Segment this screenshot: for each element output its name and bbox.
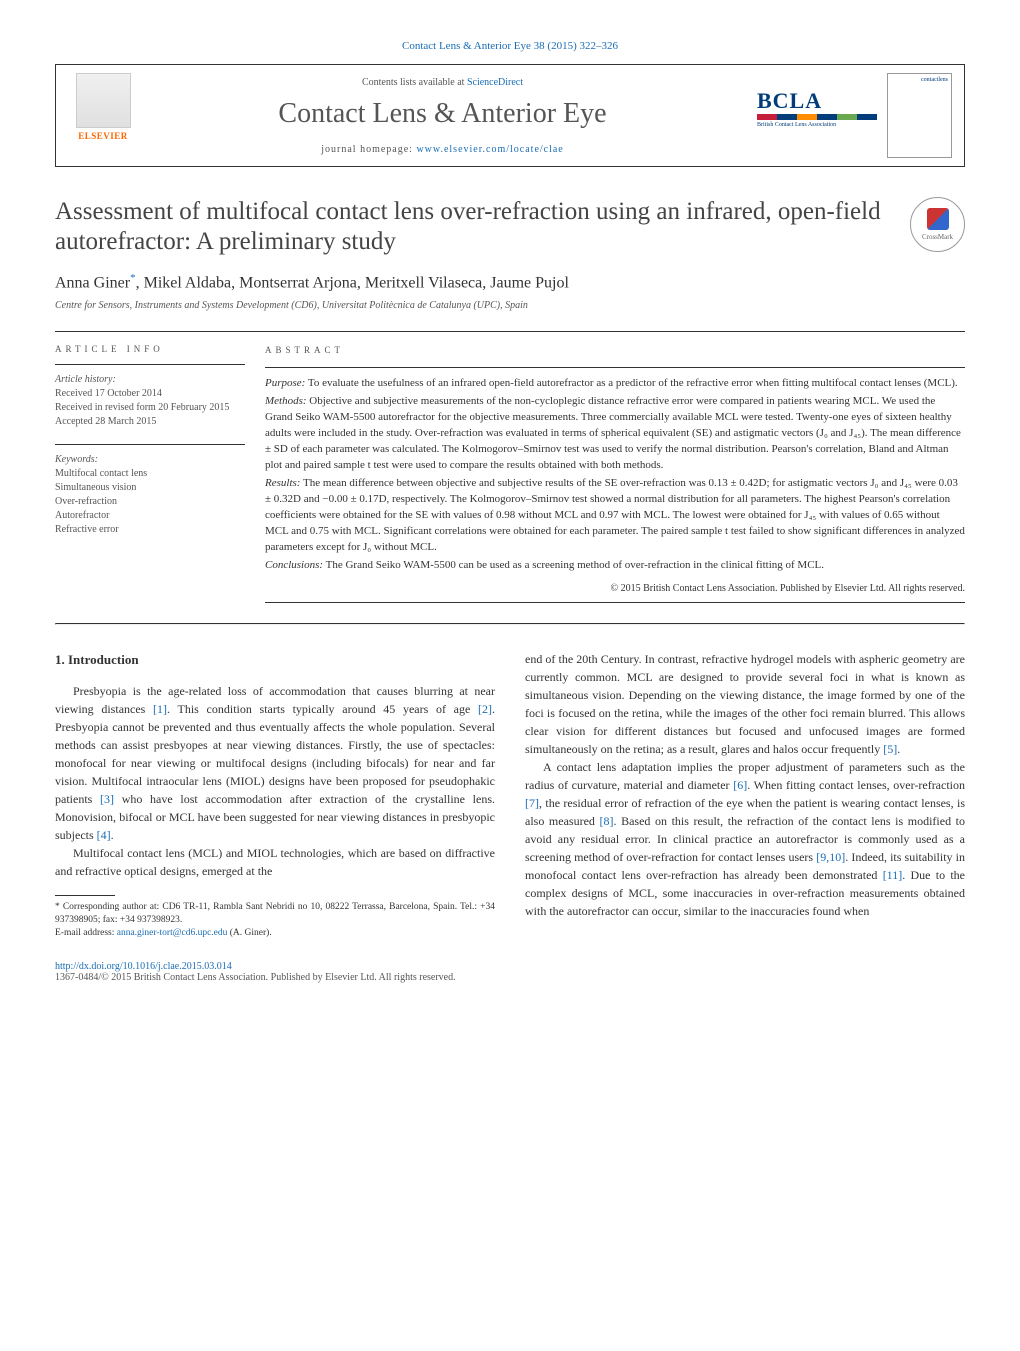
- left-column: 1. Introduction Presbyopia is the age-re…: [55, 650, 495, 940]
- body-paragraph: A contact lens adaptation implies the pr…: [525, 758, 965, 920]
- authors: Anna Giner*, Mikel Aldaba, Montserrat Ar…: [55, 272, 965, 292]
- bcla-subtitle: British Contact Lens Association: [757, 122, 836, 128]
- ref-link[interactable]: [4]: [97, 828, 111, 842]
- abstract-heading: ABSTRACT: [265, 344, 965, 357]
- crossmark-icon: [927, 208, 949, 230]
- abstract: ABSTRACT Purpose: To evaluate the useful…: [265, 344, 965, 603]
- homepage-link[interactable]: www.elsevier.com/locate/clae: [416, 144, 563, 155]
- email-label: E-mail address:: [55, 928, 117, 938]
- history-label: Article history:: [55, 373, 245, 387]
- article-info: ARTICLE INFO Article history: Received 1…: [55, 344, 265, 603]
- journal-reference-link[interactable]: Contact Lens & Anterior Eye 38 (2015) 32…: [402, 40, 618, 52]
- contents-available: Contents lists available at ScienceDirec…: [148, 77, 737, 88]
- body-paragraph: Presbyopia is the age-related loss of ac…: [55, 682, 495, 844]
- doi-link[interactable]: http://dx.doi.org/10.1016/j.clae.2015.03…: [55, 961, 232, 972]
- sciencedirect-link[interactable]: ScienceDirect: [467, 77, 523, 88]
- journal-homepage: journal homepage: www.elsevier.com/locat…: [148, 144, 737, 155]
- ref-link[interactable]: [9,10]: [816, 850, 845, 864]
- keyword: Autorefractor: [55, 509, 245, 523]
- article-title: Assessment of multifocal contact lens ov…: [55, 197, 890, 257]
- abstract-methods: Objective and subjective measurements of…: [265, 395, 961, 471]
- history-received: Received 17 October 2014: [55, 387, 245, 401]
- bcla-logo: BCLA British Contact Lens Association: [747, 88, 877, 143]
- body-paragraph: Multifocal contact lens (MCL) and MIOL t…: [55, 844, 495, 880]
- corr-footnote: * Corresponding author at: CD6 TR-11, Ra…: [55, 901, 495, 928]
- abstract-purpose: To evaluate the usefulness of an infrare…: [305, 377, 957, 389]
- footnotes: * Corresponding author at: CD6 TR-11, Ra…: [55, 901, 495, 941]
- keyword: Over-refraction: [55, 495, 245, 509]
- abstract-conclusions-label: Conclusions:: [265, 559, 323, 571]
- abstract-methods-label: Methods:: [265, 395, 307, 407]
- abstract-purpose-label: Purpose:: [265, 377, 305, 389]
- ref-link[interactable]: [7]: [525, 796, 539, 810]
- keyword: Simultaneous vision: [55, 481, 245, 495]
- bcla-text: BCLA: [757, 88, 822, 114]
- ref-link[interactable]: [8]: [599, 814, 613, 828]
- journal-header-box: ELSEVIER Contents lists available at Sci…: [55, 64, 965, 167]
- history-revised: Received in revised form 20 February 201…: [55, 401, 245, 415]
- abstract-conclusions: The Grand Seiko WAM-5500 can be used as …: [323, 559, 824, 571]
- ref-link[interactable]: [5]: [883, 742, 897, 756]
- footer-copyright: 1367-0484/© 2015 British Contact Lens As…: [55, 972, 965, 983]
- ref-link[interactable]: [3]: [100, 792, 114, 806]
- abstract-copyright: © 2015 British Contact Lens Association.…: [265, 582, 965, 597]
- elsevier-tree-icon: [76, 73, 131, 128]
- history-accepted: Accepted 28 March 2015: [55, 415, 245, 429]
- journal-reference: Contact Lens & Anterior Eye 38 (2015) 32…: [55, 40, 965, 52]
- ref-link[interactable]: [6]: [733, 778, 747, 792]
- affiliation: Centre for Sensors, Instruments and Syst…: [55, 300, 965, 311]
- email-link[interactable]: anna.giner-tort@cd6.upc.edu: [117, 928, 228, 938]
- elsevier-logo: ELSEVIER: [68, 73, 138, 158]
- right-column: end of the 20th Century. In contrast, re…: [525, 650, 965, 940]
- ref-link[interactable]: [2]: [478, 702, 492, 716]
- bcla-stripes-icon: [757, 114, 877, 120]
- body-paragraph: end of the 20th Century. In contrast, re…: [525, 650, 965, 758]
- keyword: Multifocal contact lens: [55, 467, 245, 481]
- crossmark-badge[interactable]: CrossMark: [910, 197, 965, 252]
- keyword: Refractive error: [55, 523, 245, 537]
- abstract-results-label: Results:: [265, 477, 300, 489]
- keywords-label: Keywords:: [55, 453, 245, 467]
- section-heading: 1. Introduction: [55, 650, 495, 670]
- abstract-results: The mean difference between objective an…: [265, 477, 965, 553]
- article-info-heading: ARTICLE INFO: [55, 344, 245, 354]
- journal-cover-thumb: contactlens: [887, 73, 952, 158]
- elsevier-text: ELSEVIER: [78, 131, 128, 141]
- ref-link[interactable]: [1]: [153, 702, 167, 716]
- journal-title: Contact Lens & Anterior Eye: [148, 98, 737, 130]
- ref-link[interactable]: [11]: [883, 868, 903, 882]
